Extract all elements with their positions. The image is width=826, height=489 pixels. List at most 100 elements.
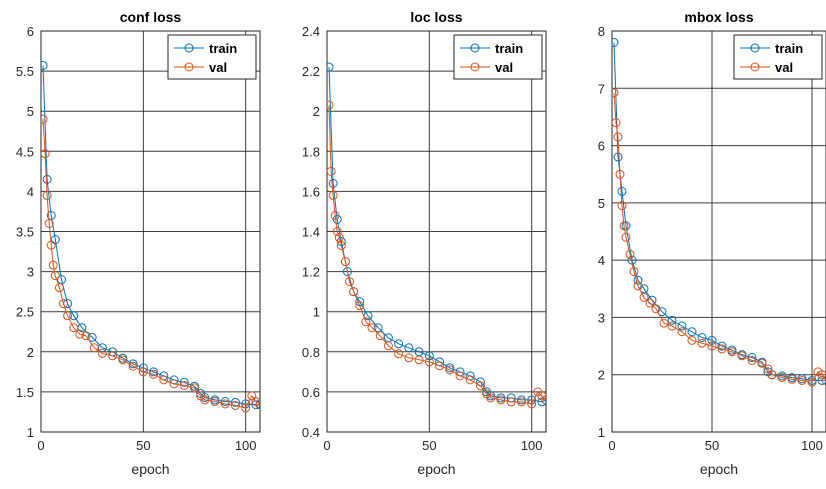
series-val xyxy=(41,114,260,413)
legend-marker-train xyxy=(750,43,760,53)
data-point-val xyxy=(54,283,64,293)
x-tick-label: 0 xyxy=(323,438,330,453)
data-point-val xyxy=(169,379,179,389)
y-tick-label: 1.6 xyxy=(302,184,320,199)
legend-label-train: train xyxy=(209,41,237,56)
data-point-val xyxy=(737,351,747,361)
x-tick-label: 100 xyxy=(521,438,543,453)
y-tick-label: 3 xyxy=(598,310,605,325)
data-point-train xyxy=(707,335,717,345)
y-tick-label: 2.5 xyxy=(16,305,34,320)
y-tick-label: 6 xyxy=(27,24,34,39)
axes-box xyxy=(326,30,547,433)
legend-label-train: train xyxy=(495,41,523,56)
axes-box xyxy=(611,30,826,433)
data-point-train xyxy=(69,311,79,321)
data-point-val xyxy=(615,169,625,179)
legend-label-train: train xyxy=(775,41,803,56)
data-point-train xyxy=(617,186,627,196)
data-point-train xyxy=(46,210,56,220)
data-point-val xyxy=(619,221,629,231)
data-point-val xyxy=(328,190,338,200)
x-tick-label: 50 xyxy=(136,438,150,453)
data-point-val xyxy=(617,201,627,211)
y-tick-label: 1.8 xyxy=(302,144,320,159)
y-tick-label: 1.5 xyxy=(16,385,34,400)
data-point-val xyxy=(687,335,697,345)
data-point-train xyxy=(394,339,404,349)
chart-title: conf loss xyxy=(120,9,182,25)
data-point-val xyxy=(327,100,334,110)
data-point-val xyxy=(767,370,777,380)
data-point-val xyxy=(667,321,677,331)
legend-box xyxy=(167,34,257,80)
data-point-train xyxy=(87,332,97,342)
data-point-val xyxy=(241,403,251,413)
data-point-val xyxy=(75,329,85,339)
data-point-val xyxy=(336,241,346,251)
data-point-val xyxy=(621,232,631,242)
data-point-train xyxy=(149,367,159,377)
data-point-train xyxy=(42,174,52,184)
data-point-val xyxy=(345,277,355,287)
data-point-val xyxy=(496,395,506,405)
y-tick-label: 7 xyxy=(598,81,605,96)
data-point-val xyxy=(220,399,230,409)
data-point-val xyxy=(69,323,79,333)
data-point-train xyxy=(230,397,240,407)
data-point-train xyxy=(424,351,434,361)
data-point-train xyxy=(687,327,697,337)
data-point-val xyxy=(455,371,465,381)
x-axis-label: epoch xyxy=(131,461,169,477)
data-point-train xyxy=(327,62,334,72)
data-point-train xyxy=(328,178,338,188)
x-tick-label: 100 xyxy=(801,438,823,453)
data-point-val xyxy=(639,292,649,302)
y-tick-label: 0.8 xyxy=(302,345,320,360)
data-point-train xyxy=(41,60,48,70)
y-tick-label: 2 xyxy=(27,345,34,360)
legend-box xyxy=(453,34,543,80)
plot-area xyxy=(612,31,826,432)
y-tick-label: 4 xyxy=(27,184,34,199)
data-point-val xyxy=(355,301,365,311)
data-point-val xyxy=(128,361,138,371)
y-tick-label: 2.4 xyxy=(302,24,320,39)
data-point-train xyxy=(200,393,210,403)
legend: train val xyxy=(733,34,823,80)
data-point-val xyxy=(807,377,817,387)
data-point-val xyxy=(375,331,385,341)
data-point-val xyxy=(516,397,526,407)
data-point-train xyxy=(817,375,826,385)
data-point-val xyxy=(659,318,669,328)
y-tick-label: 5 xyxy=(598,196,605,211)
legend-label-val: val xyxy=(495,60,513,75)
series-line-train xyxy=(328,67,546,403)
data-point-val xyxy=(138,367,148,377)
data-point-val xyxy=(81,331,91,341)
data-point-val xyxy=(486,393,496,403)
y-tick-label: 6 xyxy=(598,139,605,154)
y-tick-label: 0.6 xyxy=(302,385,320,400)
data-point-val xyxy=(97,348,107,358)
legend: train val xyxy=(453,34,543,80)
data-point-val xyxy=(645,298,655,308)
data-point-val xyxy=(383,341,393,351)
data-point-val xyxy=(334,233,344,243)
data-point-val xyxy=(367,323,377,333)
x-axis-label: epoch xyxy=(700,461,738,477)
data-point-val xyxy=(629,267,639,277)
legend-marker-val xyxy=(184,62,194,72)
data-point-val xyxy=(697,338,707,348)
data-point-val xyxy=(210,397,220,407)
data-point-train xyxy=(179,377,189,387)
data-point-val xyxy=(41,149,50,159)
data-point-val xyxy=(179,380,189,390)
y-tick-label: 3 xyxy=(27,265,34,280)
y-tick-label: 4 xyxy=(598,253,605,268)
data-point-val xyxy=(435,361,445,371)
data-point-val xyxy=(44,218,54,228)
data-point-val xyxy=(255,399,260,409)
